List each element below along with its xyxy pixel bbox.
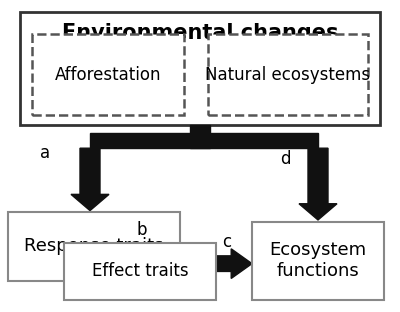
Bar (32, 34, 184, 115)
FancyArrow shape (216, 249, 252, 278)
Text: d: d (280, 150, 290, 168)
Text: b: b (136, 221, 146, 239)
Bar (20, 12, 380, 125)
Bar (8, 212, 180, 281)
Text: a: a (40, 144, 50, 162)
Text: Natural ecosystems: Natural ecosystems (206, 66, 370, 84)
Text: Afforestation: Afforestation (55, 66, 161, 84)
FancyArrow shape (71, 148, 109, 211)
Text: c: c (222, 233, 231, 251)
Bar (64, 243, 216, 300)
Bar (208, 34, 368, 115)
Text: Ecosystem
functions: Ecosystem functions (270, 241, 366, 280)
Text: Response traits: Response traits (24, 237, 164, 256)
Text: Effect traits: Effect traits (92, 262, 188, 280)
Bar (190, 125, 210, 148)
Bar (252, 222, 384, 300)
FancyArrow shape (299, 148, 337, 220)
Bar (90, 133, 318, 148)
Text: Environmental changes: Environmental changes (62, 23, 338, 43)
